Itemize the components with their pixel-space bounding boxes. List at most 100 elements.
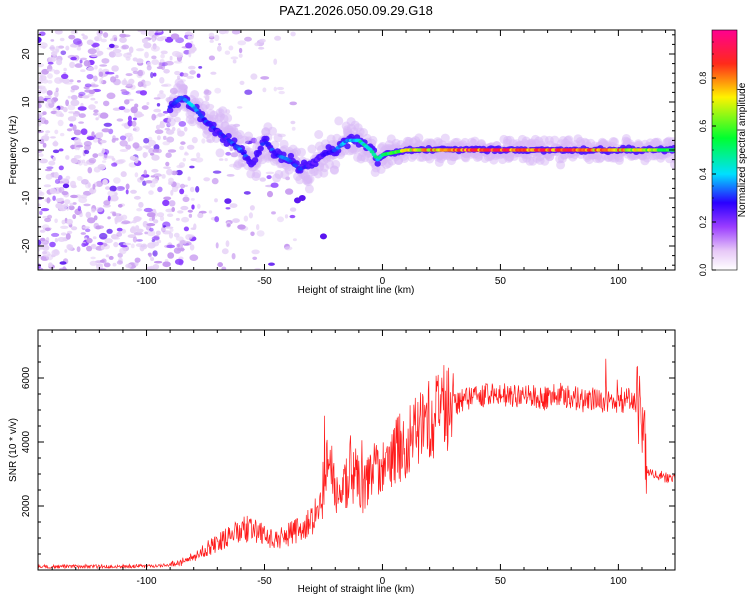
noise-speckle — [142, 220, 148, 228]
noise-speckle — [143, 207, 153, 213]
noise-speckle — [138, 201, 144, 208]
noise-speckle — [156, 103, 161, 107]
noise-speckle — [59, 261, 67, 265]
noise-speckle — [183, 226, 189, 232]
noise-speckle — [203, 177, 211, 182]
noise-speckle — [53, 69, 60, 75]
ridge-halo — [229, 125, 238, 134]
noise-speckle — [169, 228, 174, 232]
noise-speckle — [130, 189, 137, 194]
noise-speckle — [40, 75, 47, 81]
noise-speckle — [58, 197, 64, 202]
ridge-core — [258, 146, 264, 150]
noise-speckle — [70, 99, 80, 107]
noise-speckle — [187, 209, 193, 213]
noise-speckle — [225, 207, 231, 210]
noise-speckle — [112, 211, 116, 217]
noise-speckle — [86, 136, 95, 141]
noise-speckle — [182, 157, 186, 162]
x-tick-label: 50 — [495, 576, 507, 587]
noise-speckle — [188, 50, 195, 54]
noise-speckle — [230, 56, 239, 60]
noise-speckle — [225, 240, 230, 248]
noise-speckle — [74, 155, 82, 159]
noise-speckle — [151, 168, 159, 173]
noise-speckle — [148, 147, 155, 154]
noise-speckle — [93, 75, 98, 82]
noise-speckle — [173, 232, 180, 238]
noise-speckle — [94, 101, 98, 104]
noise-speckle — [168, 200, 176, 207]
noise-speckle — [285, 188, 294, 195]
noise-speckle — [217, 262, 223, 268]
noise-speckle — [42, 142, 47, 148]
noise-speckle — [274, 35, 282, 41]
noise-speckle — [103, 200, 111, 206]
noise-speckle — [109, 185, 117, 192]
noise-speckle — [217, 45, 222, 52]
noise-speckle — [73, 129, 82, 136]
noise-speckle — [184, 31, 192, 36]
noise-speckle — [183, 126, 188, 132]
noise-speckle — [54, 179, 61, 184]
snr-ylabel: SNR (10 * v/v) — [8, 418, 19, 482]
noise-speckle — [105, 254, 110, 258]
noise-speckle — [159, 123, 165, 129]
spectrogram-ylabel: Frequency (Hz) — [8, 116, 19, 185]
noise-speckle — [53, 171, 59, 179]
noise-speckle — [57, 119, 64, 127]
ridge-halo — [304, 184, 314, 194]
noise-speckle — [268, 262, 275, 266]
noise-speckle — [44, 133, 49, 136]
noise-speckle — [292, 238, 297, 242]
noise-speckle — [148, 30, 155, 37]
ridge-halo — [223, 113, 233, 123]
noise-speckle — [68, 34, 76, 40]
noise-speckle — [150, 257, 155, 261]
noise-speckle — [94, 36, 100, 42]
noise-speckle — [92, 236, 97, 240]
noise-speckle — [86, 66, 95, 71]
noise-speckle — [76, 246, 81, 253]
noise-speckle — [121, 214, 128, 220]
noise-speckle — [125, 263, 132, 269]
noise-speckle — [39, 31, 46, 37]
noise-speckle — [135, 113, 145, 117]
noise-speckle — [179, 145, 185, 151]
noise-speckle — [152, 72, 157, 77]
noise-speckle — [163, 196, 172, 201]
noise-speckle — [254, 267, 262, 270]
noise-speckle — [48, 160, 56, 166]
noise-speckle — [175, 236, 184, 241]
colorbar: 0.0 0.2 0.4 0.6 0.8 Normalized spectral ampl… — [698, 29, 748, 276]
noise-speckle — [145, 180, 153, 184]
noise-speckle — [56, 59, 63, 66]
noise-speckle — [86, 237, 93, 244]
noise-speckle — [229, 203, 238, 209]
noise-speckle — [69, 123, 74, 127]
noise-speckle — [42, 111, 47, 115]
noise-speckle — [224, 158, 228, 162]
noise-speckle — [150, 72, 154, 79]
noise-speckle — [39, 158, 48, 164]
noise-speckle — [248, 212, 253, 219]
noise-speckle — [198, 210, 207, 214]
noise-speckle — [111, 65, 119, 72]
noise-speckle — [290, 120, 296, 125]
noise-speckle — [70, 30, 79, 35]
noise-speckle — [132, 236, 138, 243]
noise-speckle — [99, 232, 108, 240]
noise-speckle — [52, 195, 56, 201]
noise-speckle — [101, 58, 110, 64]
noise-speckle — [198, 66, 203, 69]
noise-speckle — [215, 242, 219, 249]
noise-speckle — [134, 257, 141, 263]
noise-speckle — [57, 175, 63, 181]
noise-speckle — [54, 77, 63, 84]
noise-speckle — [120, 244, 128, 248]
noise-speckle — [64, 249, 68, 253]
noise-speckle — [38, 239, 42, 246]
noise-speckle — [102, 154, 108, 161]
noise-speckle — [259, 177, 266, 182]
noise-speckle — [120, 89, 127, 92]
